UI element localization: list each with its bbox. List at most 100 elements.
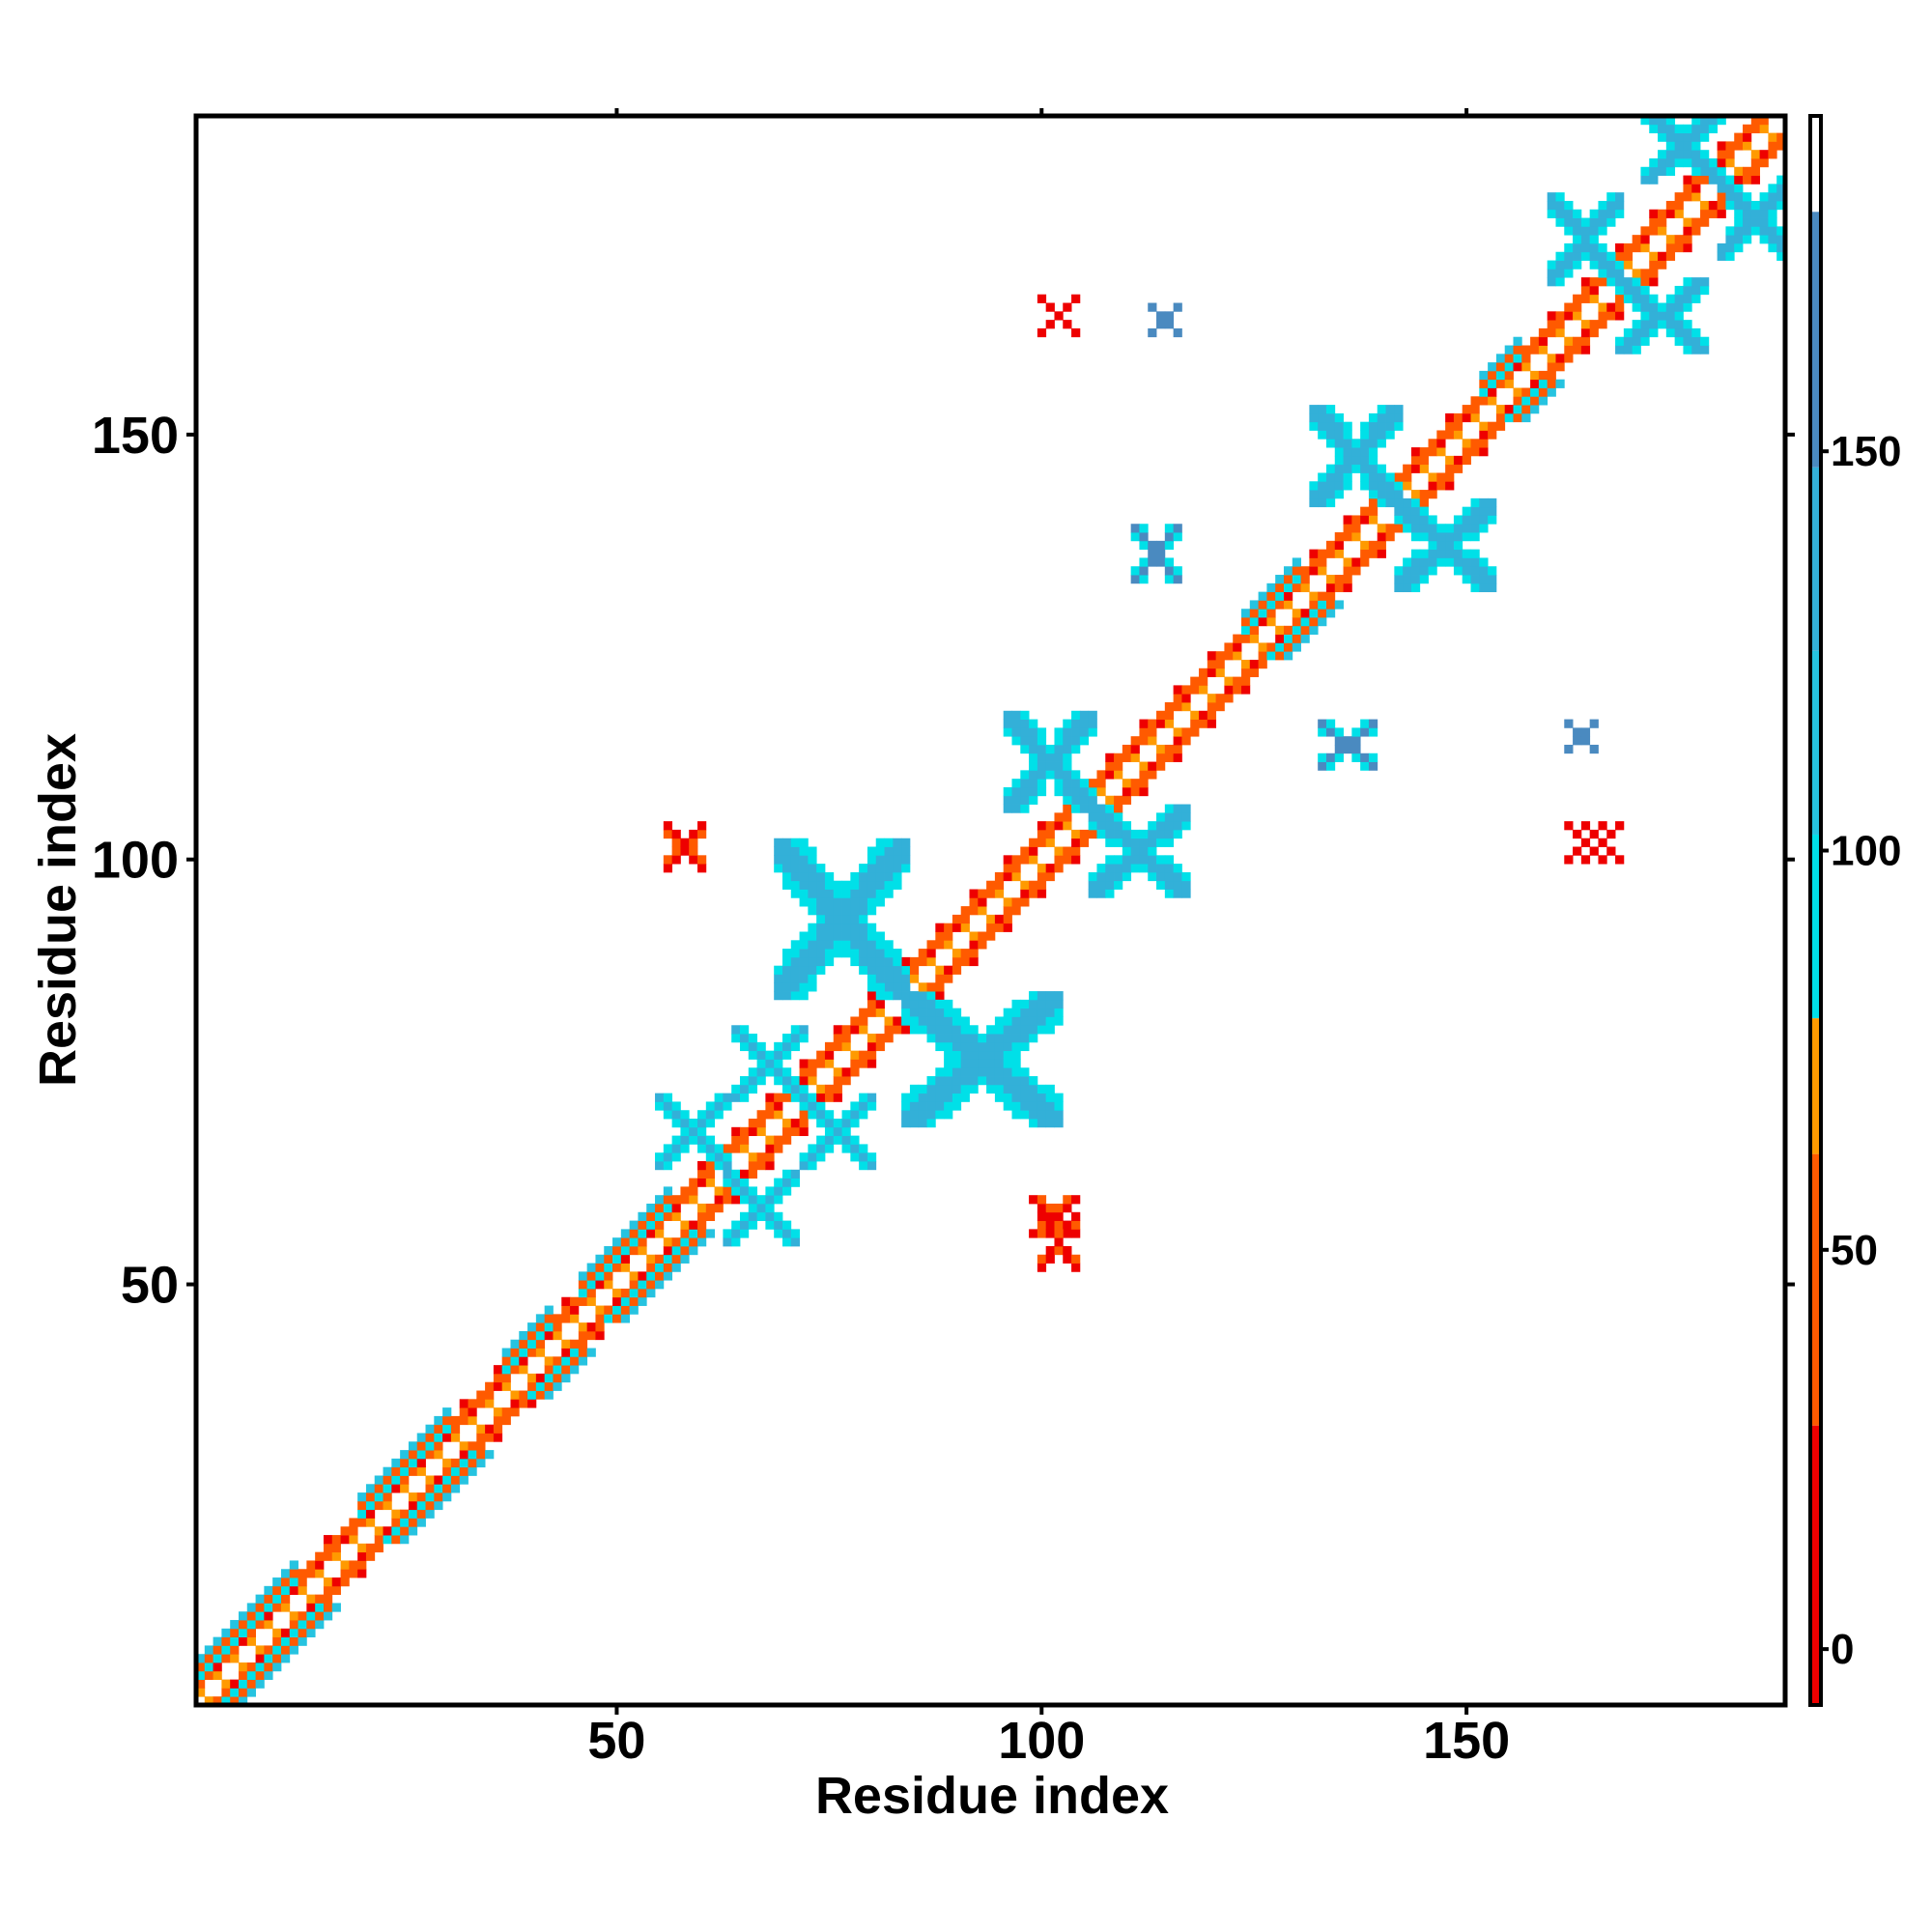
- heatmap-cell: [765, 1161, 775, 1171]
- heatmap-cell: [697, 1203, 707, 1213]
- heatmap-cell: [969, 1059, 979, 1068]
- heatmap-cell: [1759, 150, 1769, 159]
- heatmap-cell: [1462, 566, 1471, 576]
- heatmap-cell: [468, 1441, 477, 1451]
- heatmap-cell: [1768, 217, 1777, 227]
- heatmap-cell: [1020, 1025, 1030, 1035]
- heatmap-cell: [1623, 242, 1634, 253]
- heatmap-cell: [1334, 472, 1344, 482]
- heatmap-cell: [1470, 506, 1480, 516]
- heatmap-cell: [1088, 889, 1097, 898]
- heatmap-cell: [1343, 582, 1352, 593]
- heatmap-cell: [1003, 1101, 1012, 1111]
- heatmap-cell: [926, 991, 936, 1001]
- heatmap-cell: [1759, 200, 1769, 211]
- heatmap-cell: [1488, 566, 1497, 576]
- heatmap-cell: [289, 1585, 298, 1596]
- heatmap-cell: [1003, 1059, 1012, 1068]
- heatmap-cell: [230, 1645, 240, 1655]
- heatmap-cell: [1045, 1008, 1055, 1017]
- heatmap-cell: [1325, 582, 1336, 593]
- heatmap-cell: [1343, 515, 1352, 525]
- heatmap-cell: [1462, 524, 1471, 533]
- heatmap-cell: [604, 1271, 613, 1281]
- heatmap-cell: [1325, 497, 1336, 508]
- heatmap-cell: [1148, 770, 1157, 780]
- heatmap-cell: [1580, 336, 1591, 346]
- heatmap-cell: [731, 1034, 741, 1043]
- heatmap-cell: [1156, 761, 1166, 771]
- heatmap-cell: [952, 965, 962, 975]
- heatmap-cell: [1360, 472, 1370, 482]
- heatmap-cell: [1156, 540, 1166, 551]
- heatmap-cell: [748, 1034, 757, 1043]
- heatmap-cell: [960, 906, 970, 916]
- heatmap-cell: [1573, 209, 1582, 218]
- heatmap-cell: [901, 864, 911, 873]
- heatmap-cell: [1410, 582, 1421, 593]
- heatmap-cell: [1495, 405, 1506, 414]
- heatmap-cell: [893, 1025, 902, 1035]
- heatmap-cell: [663, 1237, 673, 1247]
- heatmap-cell: [1318, 549, 1327, 558]
- heatmap-cell: [1029, 753, 1038, 762]
- heatmap-cell: [1063, 1203, 1072, 1213]
- heatmap-cell: [816, 931, 826, 941]
- heatmap-cell: [1071, 846, 1081, 856]
- heatmap-cell: [391, 1458, 401, 1468]
- heatmap-cell: [808, 880, 817, 890]
- heatmap-cell: [501, 1407, 511, 1417]
- heatmap-cell: [723, 1101, 732, 1111]
- heatmap-cell: [1734, 242, 1744, 253]
- heatmap-cell: [620, 1296, 631, 1306]
- heatmap-cell: [1105, 864, 1115, 873]
- heatmap-cell: [723, 1229, 732, 1238]
- heatmap-cell: [1683, 175, 1692, 185]
- heatmap-cell: [978, 1041, 987, 1052]
- heatmap-cell: [859, 1008, 868, 1017]
- heatmap-cell: [1139, 557, 1149, 567]
- heatmap-cell: [493, 1365, 503, 1375]
- heatmap-cell: [1504, 345, 1514, 355]
- heatmap-cell: [1573, 727, 1582, 737]
- heatmap-cell: [306, 1569, 316, 1578]
- heatmap-cell: [1606, 829, 1616, 839]
- heatmap-cell: [1504, 405, 1514, 414]
- heatmap-cell: [1665, 311, 1676, 321]
- heatmap-cell: [994, 1093, 1005, 1102]
- heatmap-cell: [893, 965, 902, 975]
- heatmap-cell: [1674, 327, 1684, 338]
- heatmap-cell: [808, 965, 817, 975]
- heatmap-cell: [1488, 497, 1497, 508]
- heatmap-cell: [781, 1186, 792, 1196]
- heatmap-cell: [1148, 821, 1157, 831]
- heatmap-cell: [1495, 379, 1506, 388]
- heatmap-cell: [781, 1220, 792, 1230]
- heatmap-cell: [1325, 412, 1336, 423]
- heatmap-cell: [434, 1433, 443, 1442]
- heatmap-cell: [1538, 345, 1548, 355]
- heatmap-cell: [1003, 1016, 1012, 1026]
- heatmap-cell: [756, 1119, 766, 1128]
- heatmap-cell: [400, 1450, 410, 1460]
- heatmap-cell: [1368, 439, 1378, 448]
- heatmap-cell: [850, 914, 860, 924]
- heatmap-cell: [468, 1407, 477, 1417]
- heatmap-cell: [841, 1041, 851, 1052]
- heatmap-cell: [774, 965, 783, 975]
- heatmap-cell: [1419, 575, 1429, 584]
- heatmap-cell: [1717, 200, 1726, 211]
- heatmap-cell: [535, 1339, 546, 1349]
- heatmap-cell: [1156, 557, 1166, 567]
- heatmap-cell: [1691, 157, 1701, 168]
- heatmap-cell: [1045, 871, 1055, 882]
- heatmap-cell: [365, 1543, 376, 1553]
- heatmap-cell: [1470, 582, 1480, 593]
- heatmap-cell: [1224, 676, 1234, 686]
- heatmap-cell: [1037, 871, 1047, 882]
- heatmap-cell: [1029, 727, 1038, 737]
- heatmap-cell: [1088, 795, 1097, 805]
- heatmap-cell: [1445, 421, 1455, 431]
- heatmap-cell: [1164, 880, 1175, 890]
- heatmap-cell: [893, 855, 902, 865]
